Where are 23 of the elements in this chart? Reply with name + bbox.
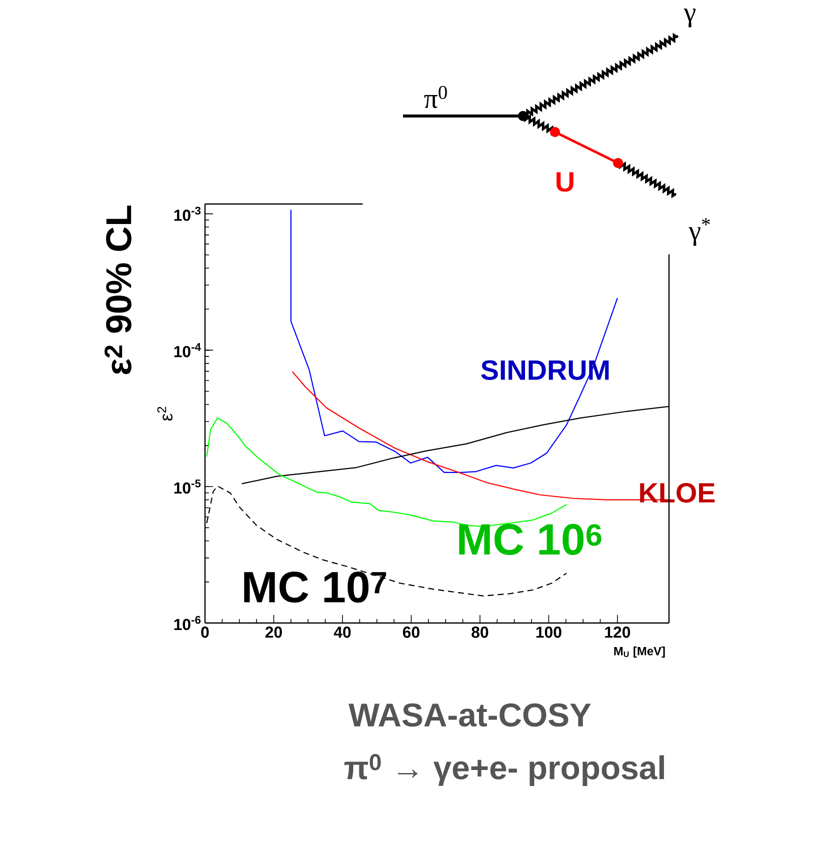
y-tick-label: 10$^{-4}$ [174,343,201,358]
y-tick-label: 10$^{-5}$ [174,480,201,494]
x-axis-title: M$_{U}$ [MeV] [614,646,665,658]
text: π$^{0}$ → γe+e- proposal [344,754,664,786]
text: WASA-at-COSY [348,703,591,727]
text: π$^{0}$ [424,86,447,108]
x-tick-label: 40 [334,626,351,638]
y-tick-label: 10$^{-6}$ [174,616,201,630]
x-tick-label: 20 [265,626,282,638]
x-tick-label: 80 [472,626,488,638]
x-tick-label: 0 [201,626,209,638]
text: ε$^{2}$ 90% CL [104,206,132,374]
series-label: MC 10$^{7}$ [244,572,386,603]
x-tick-label: 120 [605,626,630,638]
series-label: MC 10$^{6}$ [459,524,602,555]
text: γ [684,8,696,28]
x-tick-label: 100 [536,626,562,638]
y-tick-label: 10$^{-3}$ [174,206,201,221]
y-axis-title: ε$^{2}$ [157,406,172,421]
text: γ$^{*}$ [688,218,710,246]
text: U [556,172,574,192]
line-series [290,209,618,473]
x-tick-label: 60 [402,626,420,638]
